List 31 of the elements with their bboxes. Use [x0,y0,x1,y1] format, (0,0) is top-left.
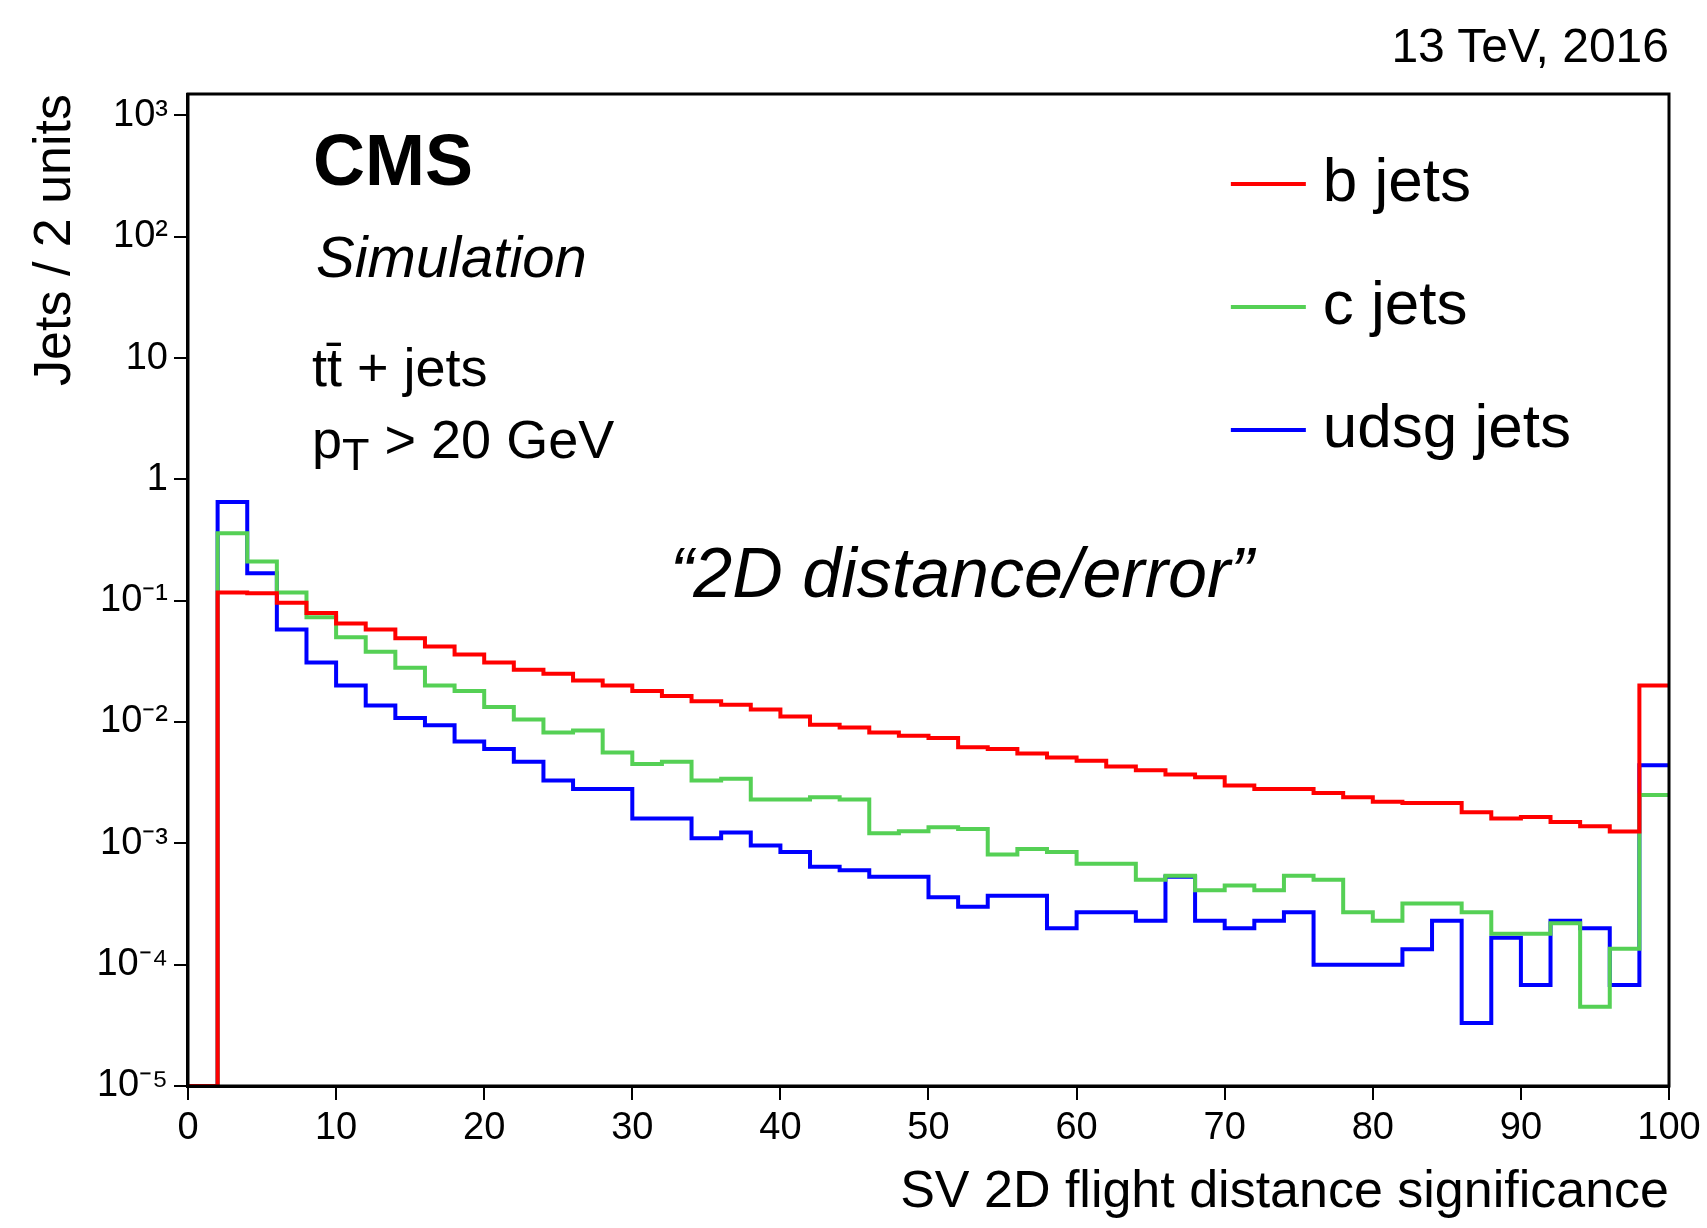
annotation: CMS [313,120,473,200]
x-tick-label: 60 [1055,1105,1098,1148]
y-tick-label: 10⁻² [100,698,168,741]
y-tick-label: 1 [146,455,168,498]
legend-label: c jets [1322,268,1468,338]
y-tick-label: 10⁻³ [100,819,168,862]
x-tick-label: 20 [463,1105,506,1148]
y-tick-label: 10³ [113,91,168,134]
x-tick-label: 0 [177,1105,199,1148]
legend-label: udsg jets [1322,391,1571,461]
legend-label: b jets [1322,145,1472,215]
y-tick-label: 10⁻⁴ [96,941,168,984]
annotation: “2D distance/error” [670,534,1254,612]
y-tick-label: 10² [113,213,168,256]
annotation: Simulation [316,224,587,289]
x-tick-label: 10 [314,1105,358,1148]
y-tick-label: 10⁻¹ [100,577,168,620]
y-axis-title: Jets / 2 units [22,94,81,386]
x-tick-label: 40 [759,1105,802,1148]
text: 13 TeV, 2016 [1391,19,1669,72]
x-tick-label: 30 [611,1105,654,1148]
y-tick-label: 10⁻⁵ [96,1062,168,1105]
x-tick-label: 90 [1499,1105,1543,1148]
x-tick-label: 100 [1637,1105,1701,1148]
annotation: p$_{T}$ > 20 GeV [312,409,615,480]
annotation: tt̄ + jets [312,337,488,397]
y-tick-label: 10 [125,334,168,377]
x-tick-label: 80 [1351,1105,1394,1148]
x-tick-label: 70 [1203,1105,1246,1148]
x-axis-title: SV 2D flight distance significance [900,1160,1669,1219]
x-tick-label: 50 [907,1105,950,1148]
